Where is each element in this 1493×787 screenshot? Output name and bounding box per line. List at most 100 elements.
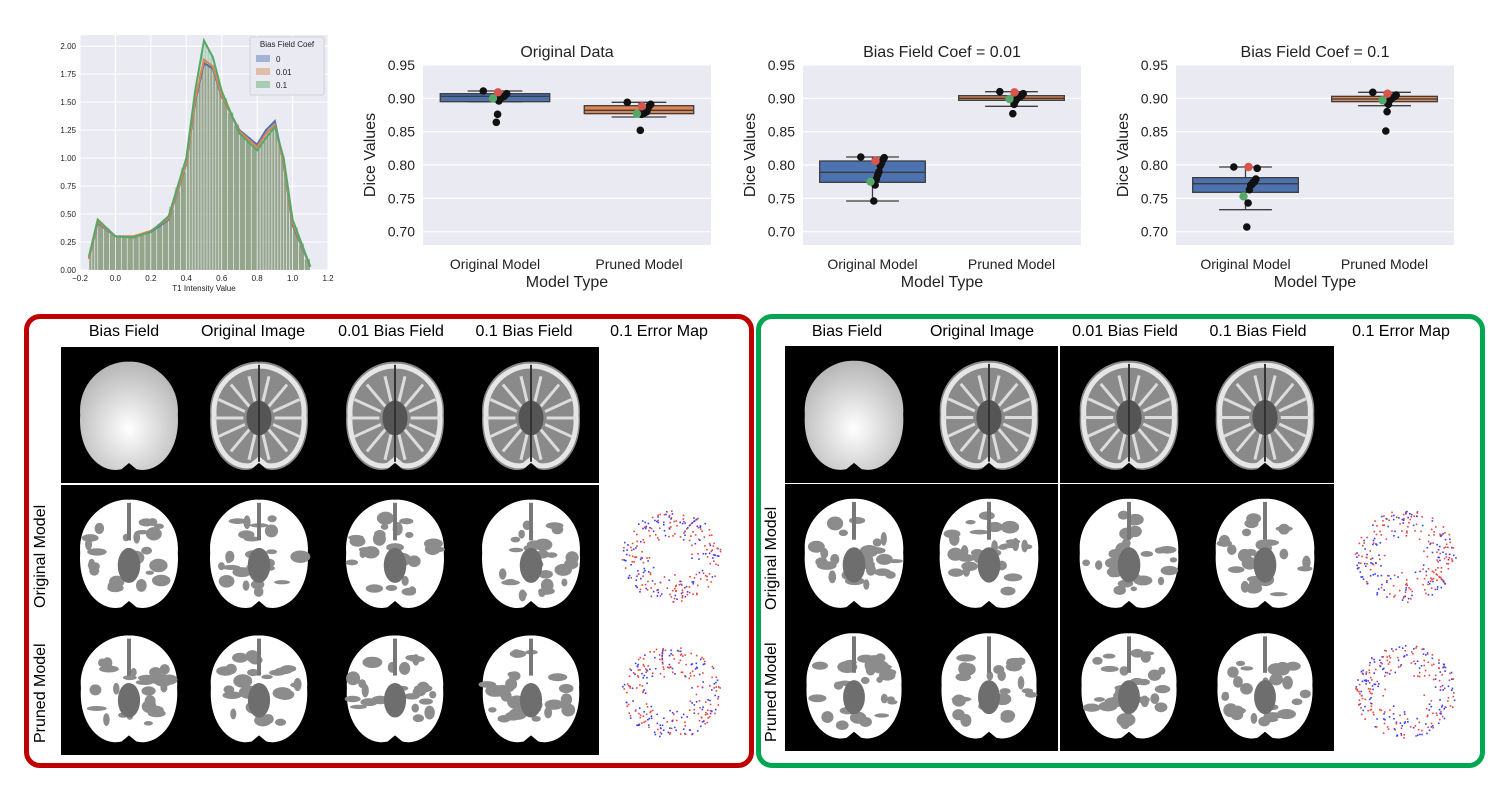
error-pixel — [668, 514, 671, 517]
boxplot-y-tick-label: 0.80 — [768, 157, 795, 173]
brain-gyrus — [959, 382, 981, 407]
hist-bar — [284, 168, 287, 270]
error-pixel — [626, 691, 628, 694]
error-pixel — [1385, 650, 1387, 652]
brain-gyrus — [1278, 422, 1307, 438]
error-pixel — [644, 583, 647, 586]
error-pixel — [668, 667, 670, 669]
brain-gyrus — [267, 383, 289, 408]
hist-bar — [233, 126, 240, 270]
error-pixel — [1363, 539, 1365, 542]
red-col-01-bias: 0.1 Bias Field — [475, 323, 573, 340]
hist-bar — [92, 240, 95, 270]
error-pixel — [639, 684, 641, 686]
error-pixel — [632, 548, 635, 551]
boxplot-title: Bias Field Coef = 0.1 — [1241, 44, 1390, 61]
hist-y-tick-label: 1.75 — [60, 70, 76, 79]
error-pixel — [1401, 518, 1404, 521]
error-pixel — [699, 706, 701, 709]
error-pixel — [684, 586, 686, 589]
hist-bar — [213, 73, 216, 270]
error-pixel — [643, 711, 645, 713]
hist-bar — [98, 225, 104, 270]
error-pixel — [685, 663, 687, 666]
error-pixel — [1363, 562, 1366, 565]
error-pixel — [697, 553, 699, 555]
error-pixel — [1405, 583, 1407, 586]
error-pixel — [1407, 525, 1409, 528]
error-pixel — [704, 545, 706, 547]
error-pixel — [668, 516, 671, 518]
gray-matter-blob — [1095, 560, 1103, 570]
error-pixel — [662, 521, 665, 524]
gray-matter-blob — [290, 682, 302, 688]
error-pixel — [703, 663, 706, 665]
brain-gyrus — [1137, 428, 1159, 453]
bias-field-shape — [804, 360, 904, 470]
error-pixel — [1372, 688, 1374, 691]
hist-bar — [216, 74, 219, 270]
gray-matter-blob — [1140, 652, 1151, 663]
error-pixel — [706, 575, 708, 578]
error-pixel — [636, 665, 639, 668]
gray-matter-blob — [408, 655, 425, 663]
brain-gyrus — [539, 428, 561, 453]
error-pixel — [661, 661, 664, 664]
gray-matter-blob — [253, 586, 264, 597]
gray-matter-blob — [359, 549, 366, 559]
error-pixel — [681, 597, 684, 599]
brain-gyrus — [1117, 375, 1127, 404]
error-pixel — [1410, 515, 1413, 518]
error-pixel — [709, 703, 712, 706]
hist-x-tick-label: −0.2 — [72, 274, 88, 283]
error-pixel — [1408, 521, 1410, 524]
error-pixel — [1396, 735, 1398, 737]
error-pixel — [1394, 728, 1397, 731]
gray-matter-blob — [99, 665, 119, 673]
error-pixel — [656, 728, 659, 731]
gray-matter-blob — [87, 561, 98, 569]
error-pixel — [719, 687, 721, 689]
error-pixel — [691, 687, 693, 689]
green-row-original-model: Original Model — [763, 506, 780, 610]
error-pixel — [1380, 586, 1383, 589]
error-pixel — [1439, 689, 1442, 691]
error-pixel — [1376, 680, 1379, 683]
error-pixel — [688, 709, 691, 711]
gray-matter-blob — [136, 578, 147, 592]
boxplot-point — [996, 87, 1004, 96]
error-pixel — [628, 554, 631, 557]
green-col-error-map: 0.1 Error Map — [1352, 323, 1450, 340]
error-pixel — [699, 526, 702, 528]
error-pixel — [691, 702, 693, 704]
error-pixel — [1436, 543, 1438, 546]
gray-matter-blob — [872, 538, 882, 547]
error-pixel — [683, 520, 685, 523]
error-pixel — [672, 589, 674, 592]
gray-matter-blob — [1147, 669, 1162, 681]
gray-matter-blob — [411, 703, 419, 713]
error-pixel — [1453, 699, 1456, 702]
hist-bar — [266, 131, 269, 270]
error-pixel — [1431, 520, 1434, 522]
error-pixel — [1435, 573, 1438, 575]
brain-gyrus — [947, 397, 976, 413]
gray-matter-blob — [1130, 586, 1137, 592]
hist-bar — [290, 212, 293, 270]
hist-bar — [168, 206, 175, 270]
error-pixel — [1431, 664, 1433, 667]
red-tile-r2-c2 — [327, 621, 463, 755]
error-pixel — [1360, 576, 1363, 578]
hist-bar — [151, 228, 157, 270]
error-pixel — [642, 575, 644, 578]
error-pixel — [1443, 666, 1446, 668]
error-pixel — [1442, 551, 1444, 554]
error-pixel — [692, 531, 694, 533]
error-pixel — [1431, 657, 1434, 660]
gray-matter-blob — [808, 694, 827, 703]
hist-bar — [104, 229, 110, 270]
red-tile-r2-c0 — [61, 621, 197, 755]
brain-gyrus — [1131, 375, 1141, 404]
hist-bar — [260, 144, 263, 270]
error-pixel — [643, 721, 645, 723]
